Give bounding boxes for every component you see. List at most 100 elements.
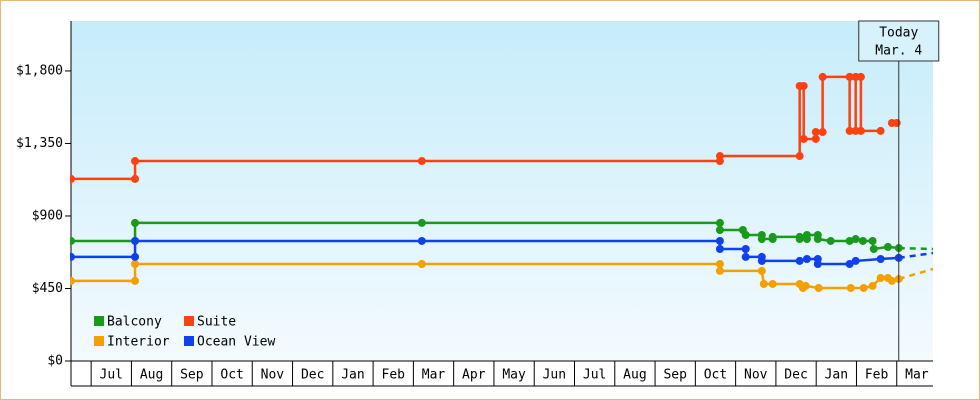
point xyxy=(876,274,885,283)
point xyxy=(131,218,140,227)
point xyxy=(801,281,810,290)
point xyxy=(715,259,724,268)
point xyxy=(131,157,140,166)
point xyxy=(131,259,140,268)
point xyxy=(859,284,868,293)
point xyxy=(70,252,75,261)
legend-swatch xyxy=(94,316,104,326)
legend-label: Suite xyxy=(197,315,236,330)
plot-area xyxy=(71,21,933,361)
x-tick-label: Dec xyxy=(784,368,807,383)
point xyxy=(795,152,804,161)
point xyxy=(715,218,724,227)
legend-label: Interior xyxy=(107,335,170,350)
point xyxy=(887,276,896,285)
point xyxy=(856,126,865,135)
x-tick-label: Jul xyxy=(583,368,606,383)
point xyxy=(417,236,426,245)
x-tick-label: Dec xyxy=(301,368,324,383)
point xyxy=(802,230,811,239)
x-tick-label: Mar xyxy=(905,368,929,383)
y-tick-label: $450 xyxy=(32,281,63,296)
y-tick-label: $1,800 xyxy=(16,63,63,78)
x-tick-label: Jan xyxy=(341,368,364,383)
today-label: Mar. 4 xyxy=(875,44,922,59)
point xyxy=(715,236,724,245)
point xyxy=(851,235,860,244)
series-group xyxy=(70,72,933,293)
point xyxy=(417,259,426,268)
x-tick-label: Mar xyxy=(422,368,446,383)
projection-line xyxy=(898,246,933,251)
point xyxy=(814,284,823,293)
point xyxy=(741,252,750,261)
point xyxy=(757,256,766,265)
x-tick-label: Apr xyxy=(462,368,486,383)
point xyxy=(715,266,724,275)
point xyxy=(856,72,865,81)
point xyxy=(131,236,140,245)
point xyxy=(892,119,901,127)
y-tick-label: $900 xyxy=(32,208,63,223)
today-box xyxy=(858,20,940,62)
point xyxy=(851,256,860,265)
point xyxy=(818,128,827,137)
point xyxy=(757,266,766,275)
legend-label: Balcony xyxy=(107,315,162,330)
point xyxy=(759,279,768,288)
point xyxy=(131,252,140,261)
x-tick-label: Aug xyxy=(623,368,646,383)
x-tick-label: Jul xyxy=(100,368,123,383)
point xyxy=(715,245,724,254)
point xyxy=(70,174,75,183)
point xyxy=(131,174,140,183)
y-tick-label: $1,350 xyxy=(16,136,63,151)
x-tick-label: Oct xyxy=(220,368,243,383)
point xyxy=(876,255,885,263)
legend-swatch xyxy=(184,336,194,346)
point xyxy=(741,245,750,254)
point xyxy=(876,126,885,135)
point xyxy=(883,242,892,251)
point xyxy=(813,235,822,244)
point xyxy=(868,236,877,245)
today-label: Today xyxy=(879,26,918,41)
x-tick-label: Nov xyxy=(744,368,768,383)
x-tick-label: Jun xyxy=(543,368,566,383)
point xyxy=(417,157,426,166)
point xyxy=(818,72,827,81)
point xyxy=(741,230,750,239)
point xyxy=(795,235,804,244)
x-tick-label: Jan xyxy=(825,368,848,383)
x-tick-label: Sep xyxy=(663,368,687,383)
point xyxy=(811,134,820,143)
point xyxy=(715,152,724,161)
overlay: Balcony Suite Interior Ocean View Today Mar. … xyxy=(94,20,940,361)
axes: $0 $450 $900 $1,350 $1,800 Jul Aug Sep Oct Nov Dec… xyxy=(16,21,933,387)
point xyxy=(869,245,878,254)
point xyxy=(826,236,835,245)
point xyxy=(845,72,854,81)
point xyxy=(715,225,724,234)
point xyxy=(846,284,855,293)
x-tick-label: Feb xyxy=(382,368,406,383)
x-tick-label: Aug xyxy=(140,368,163,383)
x-tick-label: Feb xyxy=(865,368,889,383)
legend-swatch xyxy=(184,316,194,326)
point xyxy=(845,236,854,245)
point xyxy=(768,279,777,288)
point xyxy=(802,255,811,263)
projection-line xyxy=(898,267,933,281)
point xyxy=(868,281,877,290)
x-tick-label: May xyxy=(502,368,526,383)
x-tick-label: Sep xyxy=(180,368,204,383)
legend-swatch xyxy=(94,336,104,346)
point xyxy=(70,276,75,285)
point xyxy=(417,218,426,227)
point xyxy=(795,256,804,265)
point xyxy=(811,128,820,137)
point xyxy=(70,236,75,245)
point xyxy=(845,126,854,135)
